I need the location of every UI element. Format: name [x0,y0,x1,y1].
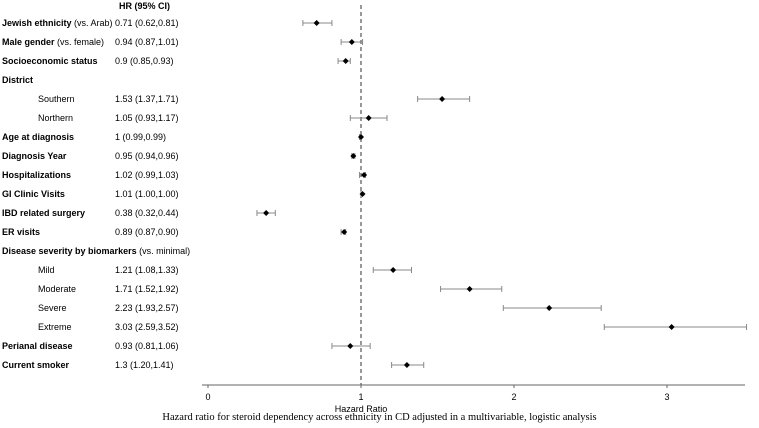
row-label: Hospitalizations [2,170,71,180]
hr-column-header: HR (95% CI) [119,1,170,11]
row-label: Moderate [38,284,76,294]
row-label: Mild [38,265,55,275]
row-label: Disease severity by biomarkers (vs. mini… [2,246,190,256]
row-hr-ci: 1.71 (1.52,1.92) [115,284,179,294]
row-label-main: ER visits [2,227,40,237]
row-label: Jewish ethnicity (vs. Arab) [2,18,113,28]
hr-point [668,324,675,330]
row-label-reference: (vs. Arab) [72,18,113,28]
row-label-main: Disease severity by biomarkers [2,246,137,256]
row-label: Northern [38,113,73,123]
x-axis-label: Hazard Ratio [335,404,388,414]
forest-rows: Jewish ethnicity (vs. Arab) 0.71 (0.62,0.… [2,18,190,370]
row-label: Perianal disease [2,341,73,351]
x-tick-label: 3 [664,392,669,402]
x-tick-label: 1 [358,392,363,402]
x-tick-label: 2 [511,392,516,402]
row-hr-ci: 0.94 (0.87,1.01) [115,37,179,47]
row-label: Age at diagnosis [2,132,74,142]
row-label-main: Male gender [2,37,55,47]
hr-point [361,172,368,178]
row-hr-ci: 0.38 (0.32,0.44) [115,208,179,218]
hr-point [348,39,355,45]
row-label-main: Severe [38,303,67,313]
row-label: District [2,75,33,85]
row-hr-ci: 0.71 (0.62,0.81) [115,18,179,28]
row-label-main: Hospitalizations [2,170,71,180]
row-hr-ci: 1.3 (1.20,1.41) [115,360,174,370]
row-hr-ci: 0.89 (0.87,0.90) [115,227,179,237]
row-label: Socioeconomic status [2,56,98,66]
hr-point [439,96,446,102]
row-hr-ci: 1.02 (0.99,1.03) [115,170,179,180]
row-label-main: Northern [38,113,73,123]
row-label: Southern [38,94,75,104]
hr-point [546,305,553,311]
row-hr-ci: 3.03 (2.59,3.52) [115,322,179,332]
row-label-main: Diagnosis Year [2,151,67,161]
hr-point [390,267,397,273]
row-hr-ci: 0.9 (0.85,0.93) [115,56,174,66]
row-label-main: IBD related surgery [2,208,85,218]
row-label-main: Extreme [38,322,72,332]
row-hr-ci: 1.05 (0.93,1.17) [115,113,179,123]
hr-point [263,210,270,216]
row-label-main: Moderate [38,284,76,294]
x-tick-label: 0 [205,392,210,402]
hr-point [359,191,366,197]
row-hr-ci: 1.53 (1.37,1.71) [115,94,179,104]
row-label-main: Southern [38,94,75,104]
row-label: Diagnosis Year [2,151,67,161]
hr-point [358,134,364,140]
row-label: Extreme [38,322,72,332]
row-label: Male gender (vs. female) [2,37,104,47]
hr-point [350,153,357,159]
hr-point [313,20,320,26]
row-label: IBD related surgery [2,208,85,218]
hr-point [342,58,349,64]
row-label-main: Jewish ethnicity [2,18,72,28]
row-label-main: Current smoker [2,360,70,370]
row-label: Severe [38,303,67,313]
row-label-main: GI Clinic Visits [2,189,65,199]
row-hr-ci: 0.93 (0.81,1.06) [115,341,179,351]
x-axis: 0 1 2 3 [202,384,745,402]
row-hr-ci: 1.01 (1.00,1.00) [115,189,179,199]
row-hr-ci: 1.21 (1.08,1.33) [115,265,179,275]
row-label-reference: (vs. minimal) [137,246,191,256]
row-label: Current smoker [2,360,70,370]
row-label-main: District [2,75,33,85]
row-hr-ci: 1 (0.99,0.99) [115,132,166,142]
hr-point [341,229,348,235]
hr-point [347,343,354,349]
row-hr-ci: 0.95 (0.94,0.96) [115,151,179,161]
row-label-main: Perianal disease [2,341,73,351]
row-label-main: Mild [38,265,55,275]
forest-marks [256,5,748,385]
hr-point [365,115,372,121]
row-label: GI Clinic Visits [2,189,65,199]
row-label-main: Socioeconomic status [2,56,98,66]
figure-caption: Hazard ratio for steroid dependency acro… [162,412,597,423]
hr-point [466,286,473,292]
hr-point [403,362,410,368]
row-label: ER visits [2,227,40,237]
row-hr-ci: 2.23 (1.93,2.57) [115,303,179,313]
row-label-main: Age at diagnosis [2,132,74,142]
row-label-reference: (vs. female) [55,37,105,47]
